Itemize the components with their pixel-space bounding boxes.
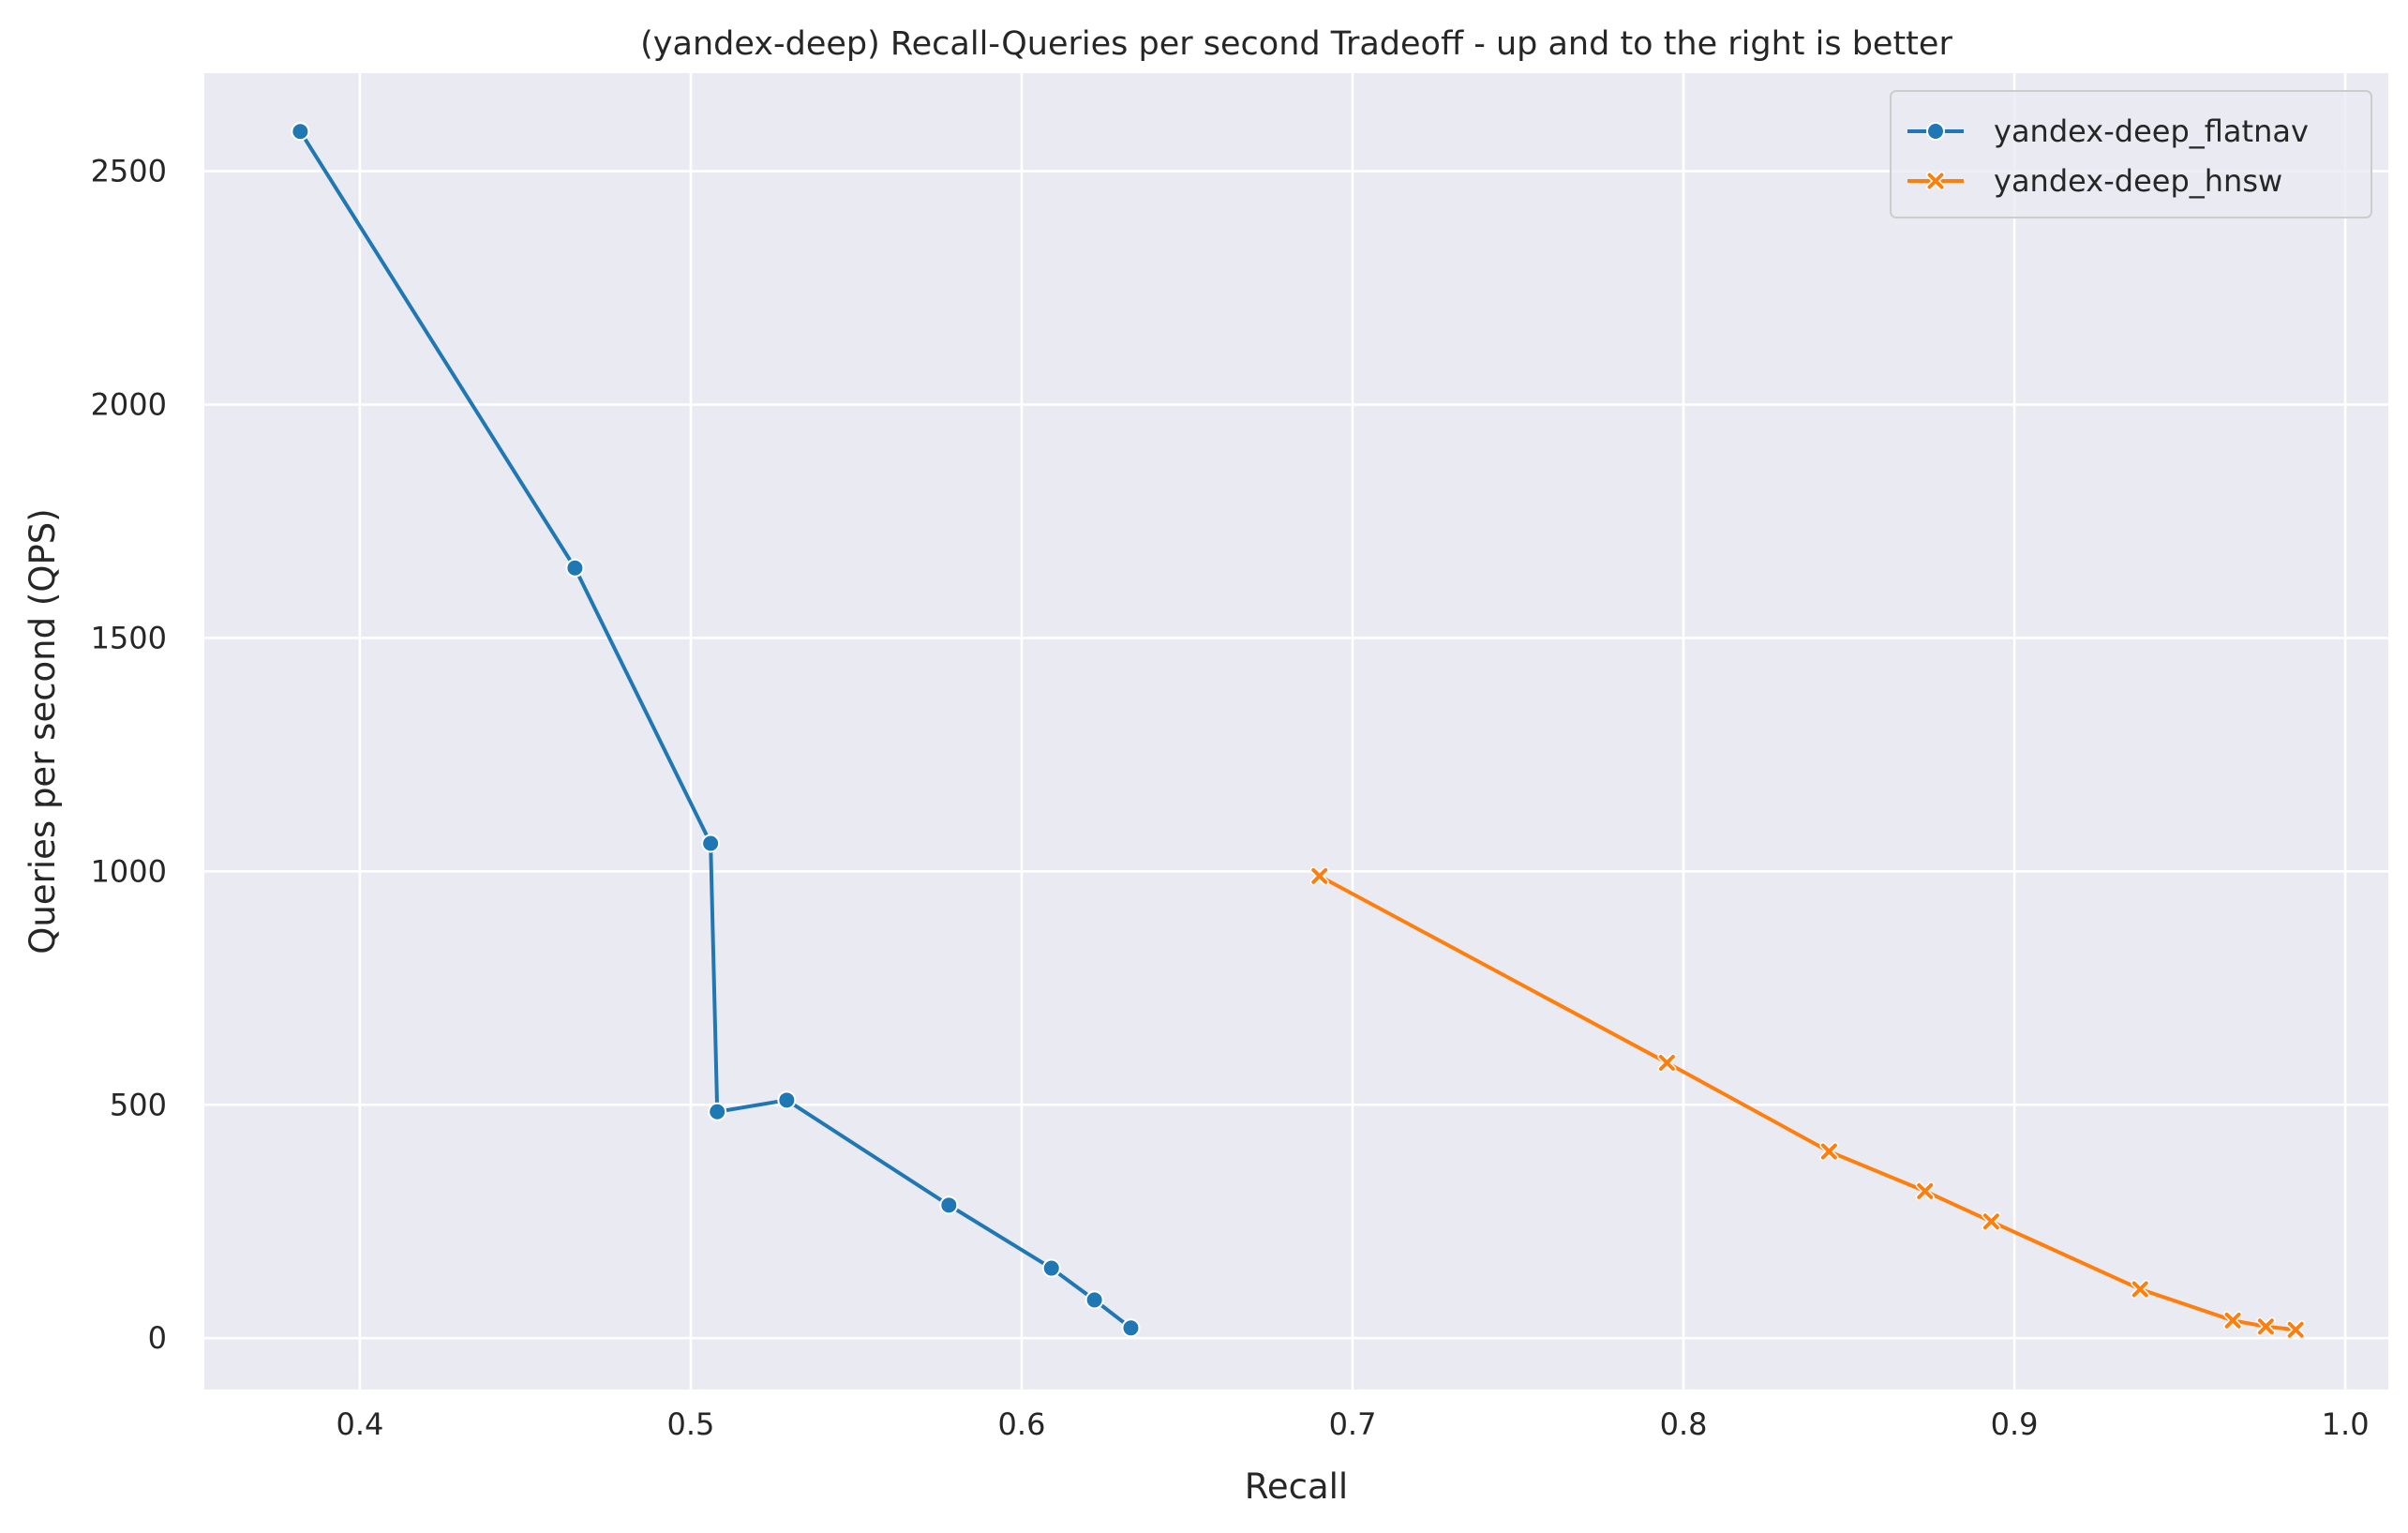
x-tick-label: 0.7 bbox=[1329, 1406, 1377, 1442]
data-point bbox=[777, 1090, 797, 1110]
x-tick-label: 0.4 bbox=[336, 1406, 383, 1442]
data-point bbox=[1819, 1142, 1839, 1162]
data-point bbox=[2131, 1279, 2150, 1299]
legend-label: yandex-deep_hnsw bbox=[1994, 163, 2282, 199]
x-tick-label: 0.5 bbox=[667, 1406, 715, 1442]
data-point bbox=[1982, 1211, 2001, 1231]
y-axis-label: Queries per second (QPS) bbox=[22, 508, 63, 954]
x-axis-label: Recall bbox=[1245, 1466, 1348, 1507]
legend: yandex-deep_flatnav yandex-deep_hnsw bbox=[1890, 90, 2372, 218]
y-tick-label: 2500 bbox=[91, 154, 167, 189]
legend-box bbox=[1890, 90, 2372, 218]
legend-item: yandex-deep_hnsw bbox=[1907, 163, 2282, 199]
data-point bbox=[701, 834, 721, 853]
series-yandex-deep_flatnav bbox=[291, 122, 1141, 1338]
y-tick-label: 500 bbox=[110, 1087, 167, 1122]
y-tick-label: 2000 bbox=[91, 386, 167, 422]
chart-title: (yandex-deep) Recall-Queries per second … bbox=[640, 25, 1952, 63]
x-tick-label: 0.6 bbox=[998, 1406, 1046, 1442]
data-point bbox=[1915, 1181, 1935, 1201]
legend-item: yandex-deep_flatnav bbox=[1907, 113, 2309, 149]
y-tick-label: 1000 bbox=[91, 853, 167, 889]
legend-marker bbox=[1926, 122, 1945, 141]
x-tick-label: 0.9 bbox=[1991, 1406, 2039, 1442]
data-point bbox=[291, 122, 310, 142]
data-point bbox=[939, 1195, 959, 1215]
data-point bbox=[708, 1102, 727, 1121]
data-point bbox=[2286, 1320, 2306, 1340]
tick-labels: 0.4 0.5 0.6 0.7 0.8 0.9 1.0 0 500 1000 1500 2000 250… bbox=[91, 154, 2370, 1442]
legend-label: yandex-deep_flatnav bbox=[1994, 113, 2309, 149]
data-point bbox=[1041, 1258, 1061, 1278]
data-point bbox=[2223, 1311, 2243, 1330]
y-tick-label: 0 bbox=[148, 1320, 167, 1356]
data-point bbox=[1121, 1318, 1141, 1338]
legend-marker bbox=[1926, 172, 1945, 190]
data-point bbox=[1084, 1290, 1104, 1310]
data-point bbox=[2256, 1316, 2276, 1336]
data-point bbox=[1657, 1053, 1677, 1073]
y-tick-label: 1500 bbox=[91, 620, 167, 655]
series-layer bbox=[291, 122, 2306, 1340]
data-point bbox=[565, 558, 585, 578]
x-tick-label: 1.0 bbox=[2322, 1406, 2370, 1442]
x-tick-label: 0.8 bbox=[1660, 1406, 1708, 1442]
plot-area bbox=[204, 73, 2388, 1390]
data-point bbox=[1309, 866, 1329, 886]
series-yandex-deep_hnsw bbox=[1309, 866, 2306, 1340]
